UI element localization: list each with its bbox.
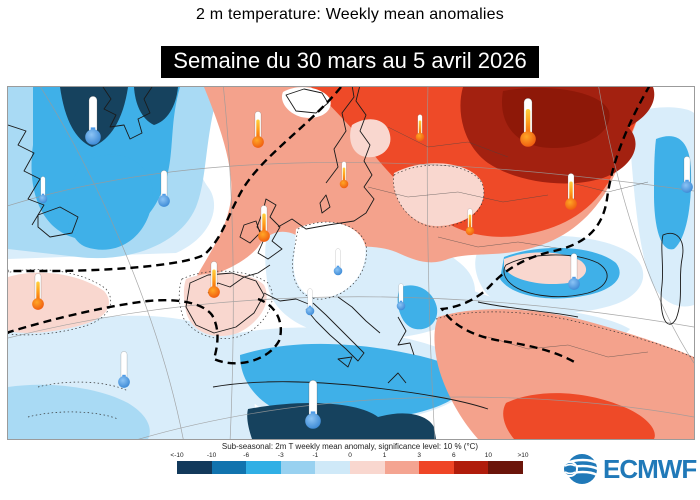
thermometer-cold-icon xyxy=(305,288,315,316)
page-subtitle: Semaine du 30 mars au 5 avril 2026 xyxy=(161,46,539,78)
header: 2 m temperature: Weekly mean anomalies S… xyxy=(0,6,700,78)
warm-anomaly-weak-regions xyxy=(8,119,587,337)
legend-color-segment xyxy=(315,461,350,474)
ecmwf-logo: ECMWF xyxy=(560,452,697,486)
legend-tick-label: -1 xyxy=(312,452,319,459)
thermometer-warm-icon xyxy=(208,261,220,298)
legend-color-segment xyxy=(280,461,316,474)
thermometer-warm-icon xyxy=(520,97,536,147)
thermometer-warm-icon xyxy=(565,173,577,210)
thermometer-cold-icon xyxy=(396,283,406,311)
legend-tick-label: 0 xyxy=(348,452,352,459)
thermometer-warm-icon xyxy=(32,273,44,310)
legend-tick-label: -10 xyxy=(206,452,217,459)
legend-tick-label: -3 xyxy=(277,452,284,459)
legend-color-segment xyxy=(349,461,385,474)
thermometer-cold-icon xyxy=(38,176,48,204)
legend-caption: Sub-seasonal: 2m T weekly mean anomaly, … xyxy=(221,442,479,451)
ecmwf-logo-icon xyxy=(562,454,599,484)
thermometer-warm-icon xyxy=(252,111,264,148)
thermometer-cold-icon xyxy=(333,248,343,276)
thermometer-cold-icon xyxy=(118,351,130,388)
legend: Sub-seasonal: 2m T weekly mean anomaly, … xyxy=(170,442,529,474)
legend-tick-label: 1 xyxy=(382,452,387,459)
legend-color-segment xyxy=(177,461,212,474)
thermometer-cold-icon xyxy=(85,95,101,145)
legend-tick-labels: <-10 -10 -6 -3 -1 0 1 3 6 10 >10 xyxy=(170,452,528,461)
legend-color-segment xyxy=(419,461,454,474)
legend-tick-label: 10 xyxy=(484,452,493,459)
legend-colorbar xyxy=(177,461,523,474)
thermometer-warm-icon xyxy=(465,208,475,236)
thermometer-cold-icon xyxy=(568,253,580,290)
legend-color-segment xyxy=(384,461,420,474)
thermometer-cold-icon xyxy=(305,379,321,429)
legend-color-segment xyxy=(488,461,523,474)
thermometer-warm-icon xyxy=(258,205,270,242)
ecmwf-logo-text: ECMWF xyxy=(603,453,697,484)
legend-tick-label: 3 xyxy=(417,452,421,459)
neutral-regions xyxy=(281,87,366,299)
significance-boundary-lines xyxy=(8,87,651,365)
legend-color-segment xyxy=(211,461,247,474)
legend-color-segment xyxy=(453,461,489,474)
thermometer-cold-icon xyxy=(158,170,170,207)
legend-tick-label: 6 xyxy=(451,452,456,459)
legend-tick-label: <-10 xyxy=(170,452,184,459)
thermometer-cold-icon xyxy=(681,156,693,193)
map-area xyxy=(7,86,695,440)
legend-tick-label: -6 xyxy=(243,452,250,459)
legend-tick-label: >10 xyxy=(517,452,529,459)
thermometer-warm-icon xyxy=(339,161,349,189)
country-borders xyxy=(367,126,649,358)
thermometer-warm-icon xyxy=(415,114,425,142)
thermometer-layer xyxy=(32,95,693,429)
legend-color-segment xyxy=(246,461,281,474)
contour-dotted-lines xyxy=(8,164,694,420)
page-title: 2 m temperature: Weekly mean anomalies xyxy=(196,6,504,23)
anomaly-map xyxy=(8,87,694,439)
